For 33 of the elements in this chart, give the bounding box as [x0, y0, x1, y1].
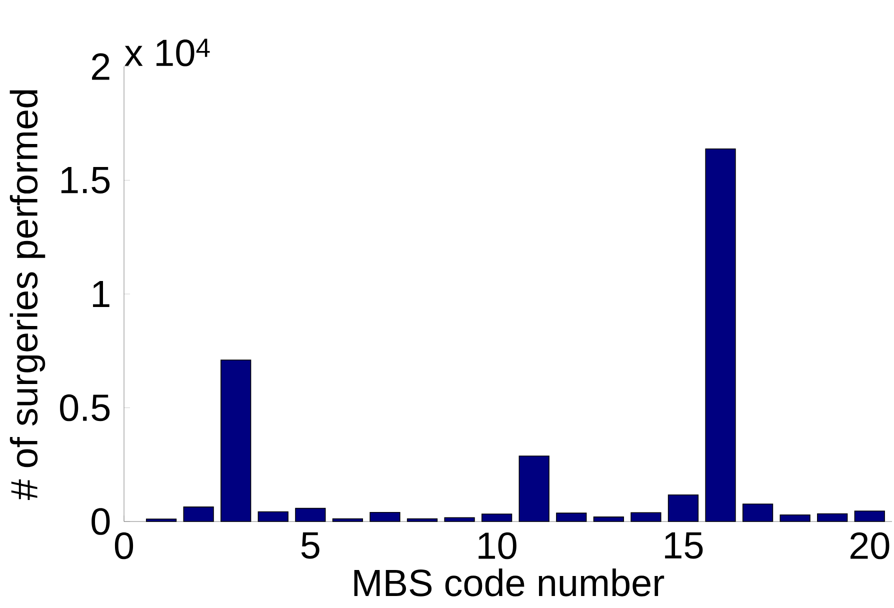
bar — [183, 506, 214, 522]
bar — [630, 512, 662, 522]
text: x 10$^{4}$ — [124, 38, 210, 66]
bar — [220, 360, 252, 522]
bar — [556, 512, 587, 522]
bar — [146, 518, 177, 522]
bar — [332, 518, 364, 522]
x-axis-title: MBS code number — [354, 568, 664, 596]
bar — [482, 514, 512, 522]
x-tick-label: 20 — [850, 532, 890, 560]
bar — [854, 510, 885, 522]
bar — [518, 456, 550, 522]
x-tick-label: 0 — [114, 532, 134, 560]
bar — [817, 513, 848, 522]
bar — [295, 508, 326, 522]
bar — [444, 517, 475, 522]
bar — [406, 518, 438, 522]
y-tick-label: 0.5 — [60, 394, 110, 422]
bar — [705, 148, 736, 522]
bar — [780, 514, 810, 522]
bar — [742, 504, 774, 522]
x-tick-label: 10 — [478, 532, 516, 560]
bar — [593, 516, 624, 522]
y-tick-label: 1.5 — [61, 167, 110, 194]
y-axis-title: # of surgeries performed — [10, 90, 46, 500]
bar — [258, 511, 288, 522]
bar — [370, 512, 400, 522]
y-tick-label: 0 — [92, 508, 110, 535]
x-tick-label: 15 — [665, 532, 703, 559]
x-tick-label: 5 — [301, 532, 320, 559]
bar — [668, 494, 699, 522]
y-tick-label: 1 — [93, 280, 110, 308]
y-tick-label: 2 — [92, 53, 110, 80]
